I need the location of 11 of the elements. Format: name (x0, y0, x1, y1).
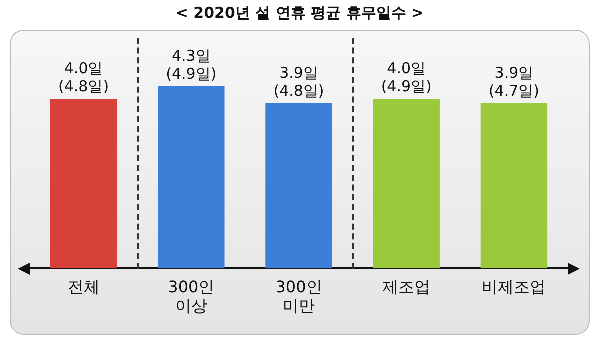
x-tick-label: 제조업 (382, 277, 431, 296)
data-label: 4.3일 (4.9일) (166, 46, 217, 83)
x-tick-label: 전체 (68, 277, 100, 296)
data-label: 3.9일 (4.8일) (274, 64, 324, 100)
data-label: 3.9일 (4.7일) (488, 64, 540, 100)
data-label: 4.0일 (4.9일) (381, 60, 432, 96)
chart-title: < 2020년 설 연휴 평균 휴무일수 > (174, 4, 426, 23)
data-label: 4.0일 (4.8일) (58, 60, 110, 96)
x-tick-label: 300인 이상 (168, 277, 215, 316)
x-tick-label: 비제조업 (482, 277, 546, 296)
x-tick-label: 300인 미만 (276, 277, 322, 316)
